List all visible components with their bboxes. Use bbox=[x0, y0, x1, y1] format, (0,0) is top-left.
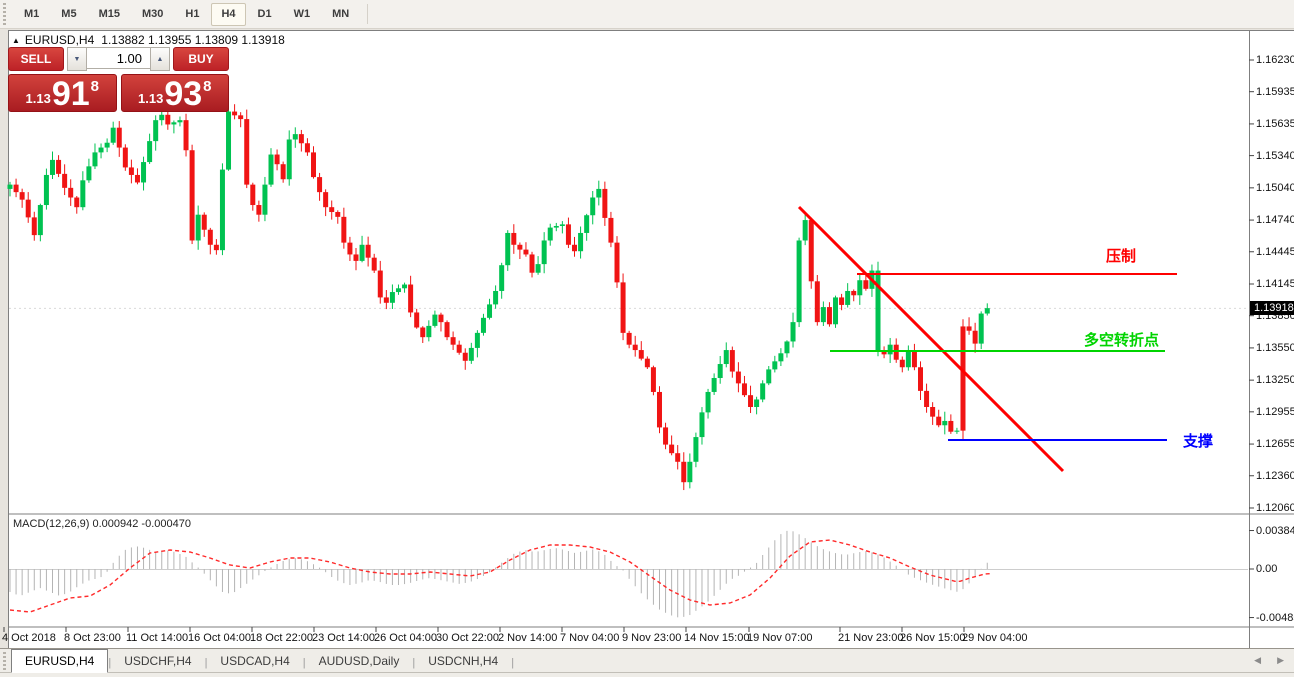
tab-usdcnh-h4[interactable]: USDCNH,H4 bbox=[428, 654, 499, 668]
time-axis-label: 19 Nov 07:00 bbox=[747, 632, 813, 644]
price-axis-label: 1.14445 bbox=[1256, 245, 1294, 258]
chart-area[interactable] bbox=[8, 30, 1294, 648]
sell-price-panel[interactable]: 1.13 91 8 bbox=[8, 74, 117, 112]
buy-price-small: 1.13 bbox=[138, 91, 164, 106]
time-axis-label: 9 Nov 23:00 bbox=[622, 632, 682, 644]
price-axis-label: 1.13550 bbox=[1256, 341, 1294, 354]
annotation-label-pivot[interactable]: 多空转折点 bbox=[1084, 332, 1160, 349]
volume-increase-icon[interactable]: ▲ bbox=[150, 47, 170, 71]
sell-price-small: 1.13 bbox=[25, 91, 51, 106]
chart-tab-bar: EURUSD,H4 | USDCHF,H4 | USDCAD,H4 | AUDUSD,Dai… bbox=[0, 648, 1294, 677]
price-axis-label: 1.12955 bbox=[1256, 405, 1294, 418]
tab-eurusd-h4[interactable]: EURUSD,H4 bbox=[11, 649, 109, 673]
tabbar-gripper[interactable] bbox=[3, 652, 6, 670]
buy-price-big: 93 bbox=[164, 74, 203, 113]
time-axis-label: 18 Oct 22:00 bbox=[250, 632, 313, 644]
price-axis-label: 1.15635 bbox=[1256, 117, 1294, 130]
buy-price-panel[interactable]: 1.13 93 8 bbox=[120, 74, 229, 113]
time-axis-label: 23 Oct 14:00 bbox=[312, 632, 375, 644]
time-axis-label: 16 Oct 04:00 bbox=[188, 632, 251, 644]
timeframe-button-m15[interactable]: M15 bbox=[98, 8, 120, 20]
timeframe-button-h1[interactable]: H1 bbox=[185, 8, 200, 20]
time-axis-label: 21 Nov 23:00 bbox=[838, 632, 904, 644]
price-axis-label: 1.16230 bbox=[1256, 54, 1294, 66]
sell-price-sup: 8 bbox=[90, 78, 99, 95]
tab-separator: | bbox=[204, 657, 208, 669]
tab-scroll-left-icon[interactable]: ◀ bbox=[1254, 655, 1262, 665]
time-axis-label: 30 Oct 22:00 bbox=[436, 632, 499, 644]
price-axis-label: 1.12360 bbox=[1256, 469, 1294, 482]
macd-histogram bbox=[9, 530, 988, 618]
trendline[interactable] bbox=[797, 205, 1065, 473]
tab-usdcad-h4[interactable]: USDCAD,H4 bbox=[220, 654, 290, 668]
sell-button[interactable]: SELL bbox=[8, 47, 64, 71]
chart-marker-icon: ▲ bbox=[12, 36, 20, 45]
tab-audusd-daily[interactable]: AUDUSD,Daily bbox=[318, 654, 400, 668]
price-axis-label: 1.12655 bbox=[1256, 438, 1294, 451]
buy-price-sup: 8 bbox=[203, 78, 212, 95]
tab-separator: | bbox=[108, 657, 112, 669]
chart-title: ▲ EURUSD,H4 1.13882 1.13955 1.13809 1.1391… bbox=[12, 33, 285, 47]
time-axis-label: 8 Oct 23:00 bbox=[64, 632, 121, 644]
timeframe-button-h4[interactable]: H4 bbox=[211, 2, 246, 26]
time-axis-label: 4 Oct 2018 bbox=[2, 632, 56, 644]
time-axis-label: 2 Nov 14:00 bbox=[498, 632, 558, 644]
one-click-trading-widget: SELL ▼ ▲ BUY 1.13 91 8 1.13 93 8 bbox=[8, 47, 229, 112]
volume-input[interactable] bbox=[87, 47, 150, 69]
macd-indicator-label: MACD(12,26,9) 0.000942 -0.000470 bbox=[13, 518, 191, 530]
timeframe-button-mn[interactable]: MN bbox=[332, 8, 350, 20]
toolbar-separator bbox=[367, 4, 369, 24]
price-axis-label: 1.14740 bbox=[1256, 214, 1294, 227]
tab-separator: | bbox=[302, 657, 306, 669]
tab-scroll-right-icon[interactable]: ▶ bbox=[1277, 655, 1284, 665]
chart-frame-lines bbox=[9, 31, 1294, 648]
price-axis-label: 1.15040 bbox=[1256, 181, 1294, 194]
axis-ticks bbox=[3, 59, 1254, 632]
macd-signal-line bbox=[9, 539, 991, 613]
timeframe-button-m1[interactable]: M1 bbox=[24, 8, 40, 20]
timeframe-toolbar: M1 M5 M15 M30 H1 H4 D1 W1 MN bbox=[0, 0, 1294, 29]
macd-axis-label: -0.004856 bbox=[1256, 611, 1294, 624]
timeframe-button-w1[interactable]: W1 bbox=[293, 8, 311, 20]
price-axis-label: 1.13250 bbox=[1256, 374, 1294, 387]
macd-axis-label: 0.00 bbox=[1256, 563, 1278, 575]
price-axis-label: 1.15340 bbox=[1256, 149, 1294, 162]
time-axis-label: 14 Nov 15:00 bbox=[684, 632, 750, 644]
time-axis-label: 29 Nov 04:00 bbox=[962, 632, 1028, 644]
volume-stepper: ▼ ▲ bbox=[67, 47, 170, 71]
timeframe-button-m30[interactable]: M30 bbox=[141, 8, 164, 20]
macd-axis-label: 0.003847 bbox=[1256, 524, 1294, 537]
price-axis-label: 1.14145 bbox=[1256, 277, 1294, 290]
toolbar-gripper[interactable] bbox=[3, 3, 6, 25]
candlesticks bbox=[7, 104, 990, 491]
timeframe-button-d1[interactable]: D1 bbox=[257, 8, 272, 20]
tab-separator: | bbox=[412, 657, 416, 669]
timeframe-button-m5[interactable]: M5 bbox=[61, 8, 77, 20]
time-axis-label: 7 Nov 04:00 bbox=[560, 632, 620, 644]
chart-symbol-period: EURUSD,H4 bbox=[24, 33, 95, 47]
volume-decrease-icon[interactable]: ▼ bbox=[67, 47, 87, 71]
time-axis-label: 11 Oct 14:00 bbox=[126, 632, 189, 644]
annotation-label-support[interactable]: 支撑 bbox=[1183, 433, 1214, 450]
current-price-tag: 1.13918 bbox=[1250, 301, 1294, 316]
annotation-label-resistance[interactable]: 压制 bbox=[1106, 248, 1137, 265]
sell-price-big: 91 bbox=[51, 74, 90, 113]
price-axis-label: 1.15935 bbox=[1256, 85, 1294, 98]
chart-ohlc-values: 1.13882 1.13955 1.13809 1.13918 bbox=[101, 33, 285, 47]
buy-button[interactable]: BUY bbox=[173, 47, 229, 71]
time-axis-label: 26 Nov 15:00 bbox=[900, 632, 966, 644]
time-axis-label: 26 Oct 04:00 bbox=[374, 632, 437, 644]
tab-separator: | bbox=[511, 657, 515, 669]
price-axis-label: 1.12060 bbox=[1256, 501, 1294, 514]
tab-usdchf-h4[interactable]: USDCHF,H4 bbox=[124, 654, 192, 668]
